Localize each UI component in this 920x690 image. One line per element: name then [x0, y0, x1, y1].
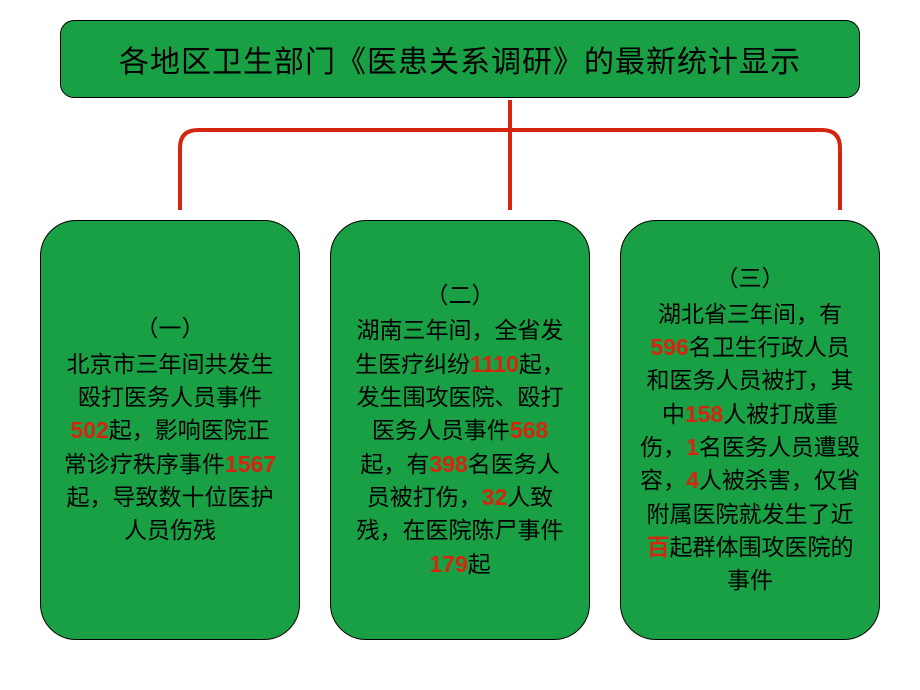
card-1-label: （一） — [136, 312, 205, 345]
highlight-number: 596 — [650, 334, 688, 360]
connector-bracket — [50, 100, 870, 220]
highlight-number: 百 — [647, 534, 670, 560]
highlight-number: 158 — [685, 401, 723, 427]
cards-row: （一） 北京市三年间共发生殴打医务人员事件502起，影响医院正常诊疗秩序事件15… — [40, 220, 880, 640]
body-text: 起 — [468, 551, 491, 577]
highlight-number: 502 — [70, 417, 108, 443]
card-3-label: （三） — [716, 262, 785, 295]
highlight-number: 1567 — [225, 451, 276, 477]
highlight-number: 1 — [686, 434, 699, 460]
card-3: （三） 湖北省三年间，有596名卫生行政人员和医务人员被打，其中158人被打成重… — [620, 220, 880, 640]
card-1: （一） 北京市三年间共发生殴打医务人员事件502起，影响医院正常诊疗秩序事件15… — [40, 220, 300, 640]
body-text: 北京市三年间共发生殴打医务人员事件 — [67, 351, 274, 410]
highlight-number: 568 — [510, 417, 548, 443]
body-text: 起群体围攻医院的事件 — [670, 534, 854, 593]
card-3-body: 湖北省三年间，有596名卫生行政人员和医务人员被打，其中158人被打成重伤，1名… — [639, 298, 861, 598]
body-text: 起，有 — [360, 451, 429, 477]
highlight-number: 1110 — [470, 351, 519, 377]
body-text: 起，导致数十位医护人员伤残 — [67, 484, 274, 543]
card-2-label: （二） — [426, 279, 495, 312]
body-text: 湖北省三年间，有 — [658, 301, 842, 327]
highlight-number: 179 — [429, 551, 467, 577]
highlight-number: 4 — [686, 467, 699, 493]
title-box: 各地区卫生部门《医患关系调研》的最新统计显示 — [60, 20, 860, 98]
title-text: 各地区卫生部门《医患关系调研》的最新统计显示 — [119, 37, 801, 81]
highlight-number: 32 — [482, 484, 508, 510]
highlight-number: 398 — [429, 451, 467, 477]
card-2-body: 湖南三年间，全省发生医疗纠纷1110起，发生围攻医院、殴打医务人员事件568起，… — [349, 314, 571, 581]
card-2: （二） 湖南三年间，全省发生医疗纠纷1110起，发生围攻医院、殴打医务人员事件5… — [330, 220, 590, 640]
card-1-body: 北京市三年间共发生殴打医务人员事件502起，影响医院正常诊疗秩序事件1567起，… — [59, 348, 281, 548]
